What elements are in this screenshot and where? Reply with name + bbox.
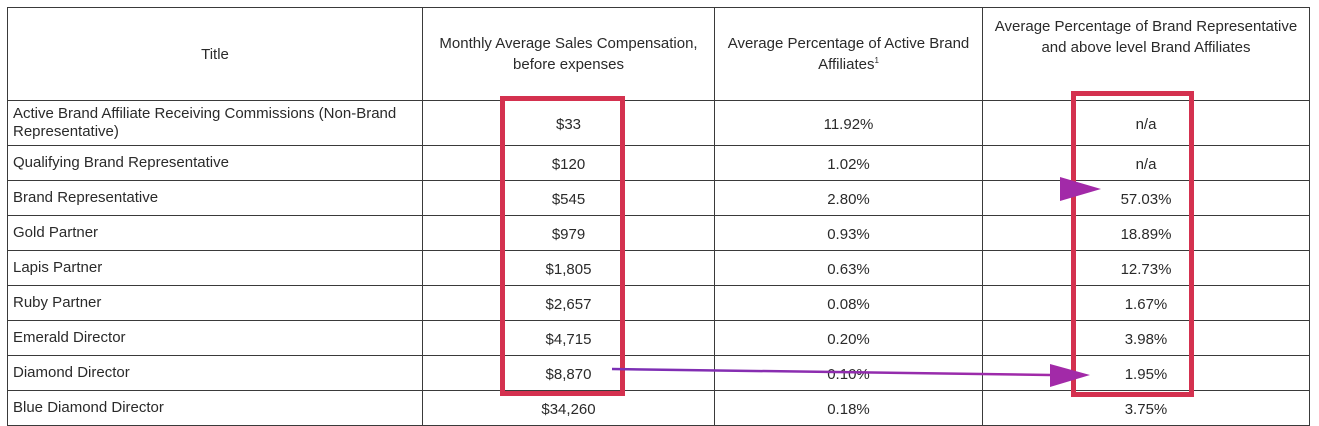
row-active-pct: 0.20% bbox=[714, 320, 983, 356]
row-active-pct: 0.08% bbox=[714, 285, 983, 321]
row-active-pct: 2.80% bbox=[714, 180, 983, 216]
header-title: Title bbox=[7, 7, 423, 101]
row-active-pct: 1.02% bbox=[714, 145, 983, 181]
row-title: Active Brand Affiliate Receiving Commiss… bbox=[7, 100, 423, 146]
table-header-row: Title Monthly Average Sales Compensation… bbox=[7, 7, 1310, 101]
row-rep-pct: 57.03% bbox=[982, 180, 1310, 216]
header-rep-pct: Average Percentage of Brand Representati… bbox=[982, 7, 1310, 101]
table-row: Emerald Director $4,715 0.20% 3.98% bbox=[7, 320, 1310, 356]
table-row: Gold Partner $979 0.93% 18.89% bbox=[7, 215, 1310, 251]
row-rep-pct: n/a bbox=[982, 100, 1310, 146]
header-active-pct: Average Percentage of Active Brand Affil… bbox=[714, 7, 983, 101]
table-row: Active Brand Affiliate Receiving Commiss… bbox=[7, 100, 1310, 146]
table-row: Lapis Partner $1,805 0.63% 12.73% bbox=[7, 250, 1310, 286]
row-active-pct: 0.18% bbox=[714, 390, 983, 426]
row-title: Diamond Director bbox=[7, 355, 423, 391]
table-row: Qualifying Brand Representative $120 1.0… bbox=[7, 145, 1310, 181]
table-row: Diamond Director $8,870 0.10% 1.95% bbox=[7, 355, 1310, 391]
row-rep-pct: 3.98% bbox=[982, 320, 1310, 356]
row-rep-pct: n/a bbox=[982, 145, 1310, 181]
row-title: Gold Partner bbox=[7, 215, 423, 251]
table-row: Brand Representative $545 2.80% 57.03% bbox=[7, 180, 1310, 216]
row-rep-pct: 18.89% bbox=[982, 215, 1310, 251]
row-title: Ruby Partner bbox=[7, 285, 423, 321]
row-compensation: $4,715 bbox=[422, 320, 715, 356]
header-compensation: Monthly Average Sales Compensation, befo… bbox=[422, 7, 715, 101]
row-title: Lapis Partner bbox=[7, 250, 423, 286]
row-rep-pct: 1.95% bbox=[982, 355, 1310, 391]
row-title: Emerald Director bbox=[7, 320, 423, 356]
compensation-table: Title Monthly Average Sales Compensation… bbox=[7, 7, 1310, 426]
row-compensation: $120 bbox=[422, 145, 715, 181]
row-active-pct: 0.63% bbox=[714, 250, 983, 286]
table-row: Blue Diamond Director $34,260 0.18% 3.75… bbox=[7, 390, 1310, 426]
row-active-pct: 11.92% bbox=[714, 100, 983, 146]
footnote-marker: 1 bbox=[874, 56, 879, 65]
header-active-pct-text: Average Percentage of Active Brand Affil… bbox=[727, 35, 970, 73]
row-active-pct: 0.93% bbox=[714, 215, 983, 251]
row-compensation: $8,870 bbox=[422, 355, 715, 391]
row-rep-pct: 12.73% bbox=[982, 250, 1310, 286]
row-rep-pct: 1.67% bbox=[982, 285, 1310, 321]
row-title: Qualifying Brand Representative bbox=[7, 145, 423, 181]
row-compensation: $2,657 bbox=[422, 285, 715, 321]
row-compensation: $545 bbox=[422, 180, 715, 216]
row-compensation: $1,805 bbox=[422, 250, 715, 286]
row-compensation: $979 bbox=[422, 215, 715, 251]
row-rep-pct: 3.75% bbox=[982, 390, 1310, 426]
row-title: Blue Diamond Director bbox=[7, 390, 423, 426]
table-row: Ruby Partner $2,657 0.08% 1.67% bbox=[7, 285, 1310, 321]
row-compensation: $34,260 bbox=[422, 390, 715, 426]
row-title: Brand Representative bbox=[7, 180, 423, 216]
row-active-pct: 0.10% bbox=[714, 355, 983, 391]
row-compensation: $33 bbox=[422, 100, 715, 146]
